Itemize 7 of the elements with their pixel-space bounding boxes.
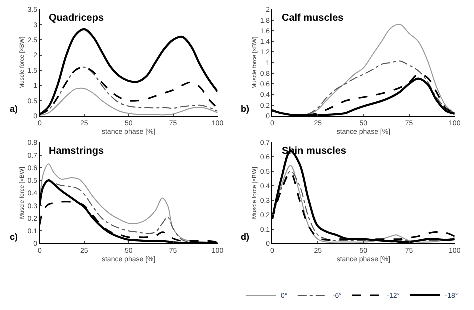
chart-title: Calf muscles <box>282 13 344 24</box>
chart-title: Quadriceps <box>49 13 104 24</box>
text: a) <box>10 104 18 114</box>
text: d) <box>241 232 250 242</box>
chart-title: Hamstrings <box>49 146 104 157</box>
text: c) <box>10 232 18 242</box>
text: b) <box>241 104 250 114</box>
